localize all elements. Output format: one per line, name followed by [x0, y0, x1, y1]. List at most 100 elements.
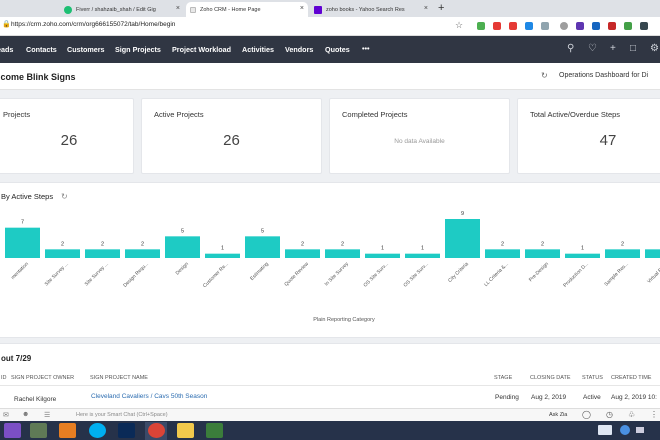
- vlc-icon[interactable]: [59, 423, 76, 438]
- lock-icon: 🔒: [2, 21, 11, 28]
- chart-bar[interactable]: [245, 236, 280, 258]
- chart-bar[interactable]: [365, 253, 400, 258]
- file-explorer-icon[interactable]: [177, 423, 194, 438]
- browser-tab-zoho[interactable]: Zoho CRM - Home Page ×: [186, 2, 308, 17]
- card-value: 47: [599, 132, 617, 149]
- help-icon[interactable]: [620, 425, 630, 435]
- chart-category-label: LL Criteria &...: [483, 261, 510, 288]
- list-panel: out 7/29 ID SIGN PROJECT OWNER SIGN PROJ…: [0, 343, 660, 409]
- skype-icon[interactable]: [89, 423, 106, 438]
- new-tab-button[interactable]: +: [438, 2, 445, 14]
- nav-item-contacts[interactable]: Contacts: [26, 45, 57, 54]
- nav-item-activities[interactable]: Activities: [242, 45, 274, 54]
- column-header-owner[interactable]: SIGN PROJECT OWNER: [11, 375, 75, 381]
- card-value: 26: [60, 132, 78, 149]
- search-icon[interactable]: ⚲: [567, 43, 575, 54]
- chart-bar[interactable]: [165, 236, 200, 258]
- nav-item-leads[interactable]: eads: [0, 45, 14, 54]
- close-icon[interactable]: ×: [299, 5, 304, 12]
- card-title: Projects: [3, 110, 31, 119]
- chart-bar[interactable]: [485, 249, 520, 258]
- bell-icon[interactable]: ♡: [588, 43, 597, 54]
- ask-zia-button[interactable]: Ask Zia: [549, 412, 568, 418]
- extension-icon[interactable]: [576, 22, 584, 30]
- nav-item-sign-projects[interactable]: Sign Projects: [115, 45, 161, 54]
- chart-bar[interactable]: [645, 249, 660, 258]
- refresh-icon[interactable]: ↻: [61, 192, 68, 201]
- tray-icon[interactable]: [636, 427, 644, 433]
- visual-studio-icon[interactable]: [4, 423, 21, 438]
- extension-icon[interactable]: [560, 22, 568, 30]
- chart-bar[interactable]: [125, 249, 160, 258]
- browser-tab-yahoo[interactable]: zoho books - Yahoo Search Res ×: [310, 2, 432, 17]
- chart-bar[interactable]: [285, 249, 320, 258]
- chart-data-label: 2: [101, 241, 104, 247]
- keyboard-icon[interactable]: [598, 425, 612, 435]
- column-header-status[interactable]: STATUS: [582, 375, 603, 381]
- game-icon[interactable]: ◯: [582, 410, 591, 419]
- close-icon[interactable]: ×: [423, 5, 428, 12]
- channels-icon[interactable]: ☰: [44, 412, 51, 419]
- extension-icon[interactable]: [509, 22, 517, 30]
- chart-bar[interactable]: [325, 249, 360, 258]
- chart-bar[interactable]: [565, 253, 600, 258]
- contacts-icon[interactable]: ☻: [22, 411, 30, 418]
- chart-bar[interactable]: [5, 227, 40, 258]
- tools-icon[interactable]: [30, 423, 47, 438]
- extension-icon[interactable]: [477, 22, 485, 30]
- chart-category-label: Estimating: [249, 261, 270, 282]
- column-header-created-time[interactable]: CREATED TIME: [611, 375, 652, 381]
- extension-icon[interactable]: [541, 22, 549, 30]
- chart-bar[interactable]: [525, 249, 560, 258]
- extension-icon[interactable]: [624, 22, 632, 30]
- more-icon[interactable]: ⋮: [650, 410, 658, 419]
- chart-bar[interactable]: [45, 249, 80, 258]
- chrome-icon[interactable]: [148, 423, 165, 438]
- translate-icon[interactable]: ♧: [628, 410, 636, 419]
- browser-tab-fiverr[interactable]: Fiverr / shahzaib_shah / Edit Gig ×: [60, 2, 184, 17]
- chart-category-label: City Criteria: [447, 261, 470, 284]
- bar-chart: 7 mentation 2 Site Survey ... 2 Site Survey .…: [5, 211, 660, 323]
- extension-icon[interactable]: [493, 22, 501, 30]
- column-header-name[interactable]: SIGN PROJECT NAME: [90, 375, 148, 381]
- url-field[interactable]: https://crm.zoho.com/crm/org666155072/ta…: [11, 21, 176, 28]
- settings-icon[interactable]: ⚙: [650, 43, 659, 54]
- chart-category-label: Site Survey ...: [44, 261, 70, 287]
- star-icon[interactable]: ☆: [455, 20, 464, 30]
- column-header-closing-date[interactable]: CLOSING DATE: [530, 375, 571, 381]
- close-icon[interactable]: ×: [175, 5, 180, 12]
- plus-icon[interactable]: +: [610, 43, 616, 54]
- clock-icon[interactable]: ◷: [606, 410, 613, 419]
- nav-item-project-workload[interactable]: Project Workload: [172, 45, 231, 54]
- cell-project-name-link[interactable]: Cleveland Cavaliers / Cavs 50th Season: [91, 393, 208, 400]
- card-title: Completed Projects: [342, 110, 408, 119]
- chart-category-label: Site Survey ...: [84, 261, 110, 287]
- network-app-icon[interactable]: [206, 423, 223, 438]
- chart-bar[interactable]: [205, 253, 240, 258]
- more-menu-button[interactable]: •••: [362, 44, 370, 53]
- column-header-stage[interactable]: STAGE: [494, 375, 513, 381]
- calendar-icon[interactable]: □: [630, 43, 637, 54]
- chart-x-axis-label: Plain Reporting Category: [313, 317, 375, 323]
- chart-category-label: In Site Survey: [324, 261, 351, 288]
- extension-icon[interactable]: [592, 22, 600, 30]
- nav-item-customers[interactable]: Customers: [67, 45, 105, 54]
- refresh-icon[interactable]: ↻: [541, 71, 548, 80]
- extension-icon[interactable]: [525, 22, 533, 30]
- chart-bar[interactable]: [405, 253, 440, 258]
- chat-icon[interactable]: ✉: [3, 412, 9, 419]
- dashboard-selector[interactable]: Operations Dashboard for Di: [559, 72, 649, 79]
- chart-category-label: OS Site Surv...: [403, 261, 430, 288]
- chart-bar[interactable]: [605, 249, 640, 258]
- smart-chat-input[interactable]: Here is your Smart Chat (Ctrl+Space): [76, 412, 168, 418]
- cell-stage: Pending: [495, 394, 519, 401]
- column-header-id[interactable]: ID: [1, 375, 7, 381]
- extension-icon[interactable]: [640, 22, 648, 30]
- chart-bar[interactable]: [445, 219, 480, 258]
- extension-icon[interactable]: [608, 22, 616, 30]
- nav-item-quotes[interactable]: Quotes: [325, 45, 350, 54]
- photoshop-icon[interactable]: [118, 423, 135, 438]
- chart-bar[interactable]: [85, 249, 120, 258]
- nav-item-vendors[interactable]: Vendors: [285, 45, 314, 54]
- chart-data-label: 2: [541, 241, 544, 247]
